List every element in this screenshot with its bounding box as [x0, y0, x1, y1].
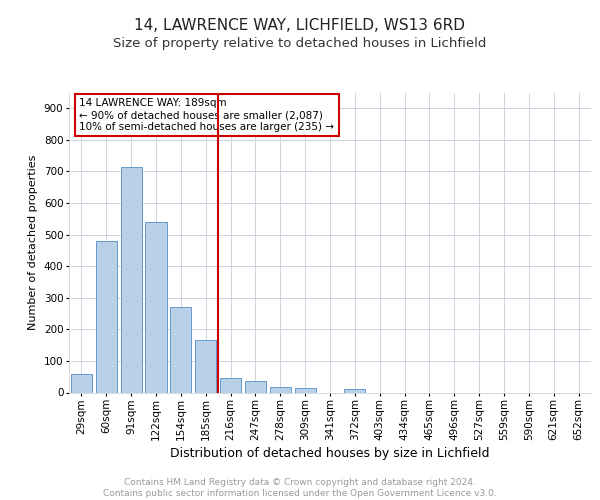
Bar [295, 388, 316, 392]
Bar [220, 378, 241, 392]
Y-axis label: Number of detached properties: Number of detached properties [28, 155, 38, 330]
Text: 14 LAWRENCE WAY: 189sqm
← 90% of detached houses are smaller (2,087)
10% of semi: 14 LAWRENCE WAY: 189sqm ← 90% of detache… [79, 98, 334, 132]
Bar [71, 374, 92, 392]
Text: 14, LAWRENCE WAY, LICHFIELD, WS13 6RD: 14, LAWRENCE WAY, LICHFIELD, WS13 6RD [134, 18, 466, 32]
Bar [344, 390, 365, 392]
Bar [96, 241, 117, 392]
Text: Size of property relative to detached houses in Lichfield: Size of property relative to detached ho… [113, 38, 487, 51]
Bar [170, 306, 191, 392]
Bar [121, 166, 142, 392]
Text: Contains HM Land Registry data © Crown copyright and database right 2024.
Contai: Contains HM Land Registry data © Crown c… [103, 478, 497, 498]
Bar [145, 222, 167, 392]
X-axis label: Distribution of detached houses by size in Lichfield: Distribution of detached houses by size … [170, 447, 490, 460]
Bar [245, 382, 266, 392]
Bar [270, 387, 291, 392]
Bar [195, 340, 216, 392]
